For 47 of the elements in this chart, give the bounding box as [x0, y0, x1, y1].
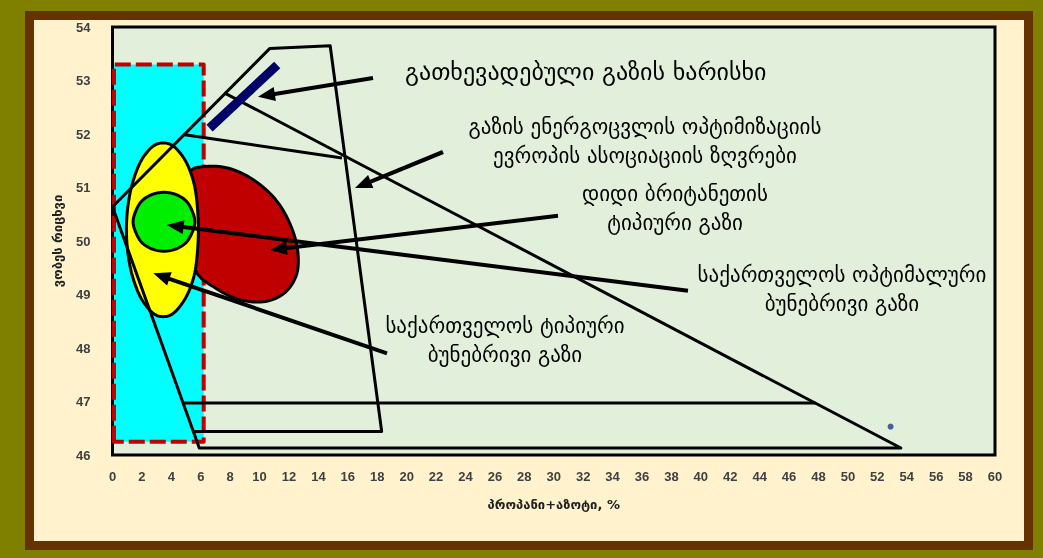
x-tick-label: 30	[546, 469, 561, 484]
y-tick-label: 46	[76, 447, 91, 463]
y-tick-label: 53	[76, 73, 91, 88]
x-tick-label: 8	[226, 469, 234, 484]
x-tick-label: 52	[870, 469, 885, 484]
x-tick-label: 58	[958, 469, 973, 484]
annotation: დიდი ბრიტანეთის ტიპიური გაზი	[582, 181, 768, 237]
annotation: საქართველოს ტიპიური ბუნებრივი გაზი	[385, 313, 625, 369]
y-tick-label: 52	[76, 126, 91, 142]
x-tick-label: 24	[458, 469, 474, 484]
y-tick-label: 54	[76, 19, 92, 35]
x-tick-label: 6	[197, 469, 205, 484]
x-tick-label: 46	[781, 469, 797, 484]
x-tick-label: 0	[108, 469, 117, 484]
y-tick-label: 48	[76, 340, 91, 356]
x-tick-label: 56	[928, 469, 944, 484]
x-tick-label: 28	[517, 469, 532, 484]
x-tick-label: 44	[752, 469, 768, 484]
x-tick-label: 10	[252, 469, 267, 484]
y-tick-label: 47	[76, 394, 91, 409]
x-tick-label: 20	[399, 469, 414, 484]
x-tick-label: 12	[281, 469, 297, 484]
x-tick-label: 32	[575, 469, 591, 484]
annotation: საქართველოს ოპტიმალური ბუნებრივი გაზი	[697, 262, 987, 318]
x-axis-title: პროპანი+აზოტი, %	[487, 497, 620, 512]
y-tick-label: 50	[76, 233, 91, 249]
x-tick-label: 18	[370, 469, 385, 484]
annotation: გათხევადებული გაზის ხარისხი	[405, 57, 767, 87]
x-tick-label: 50	[840, 469, 856, 484]
x-tick-label: 40	[693, 469, 709, 484]
x-tick-label: 54	[899, 469, 915, 484]
x-tick-label: 38	[664, 469, 679, 484]
x-tick-label: 16	[340, 469, 356, 484]
x-tick-label: 34	[605, 469, 621, 484]
y-tick-label: 51	[76, 180, 91, 195]
x-tick-label: 48	[811, 469, 826, 484]
x-tick-label: 4	[167, 469, 176, 484]
x-tick-label: 26	[487, 469, 503, 484]
x-tick-label: 42	[723, 469, 738, 484]
y-axis-title: ვობეს რიცხვი	[49, 194, 65, 288]
x-tick-label: 60	[987, 469, 1003, 484]
x-tick-label: 2	[138, 469, 146, 484]
annotation: გაზის ენერგოცვლის ოპტიმიზაციის ევროპის ასოციაციის ზღვრები	[468, 114, 822, 170]
x-tick-label: 14	[311, 469, 327, 484]
x-tick-label: 22	[428, 469, 444, 484]
y-tick-label: 49	[76, 287, 91, 302]
x-tick-label: 36	[634, 469, 650, 484]
